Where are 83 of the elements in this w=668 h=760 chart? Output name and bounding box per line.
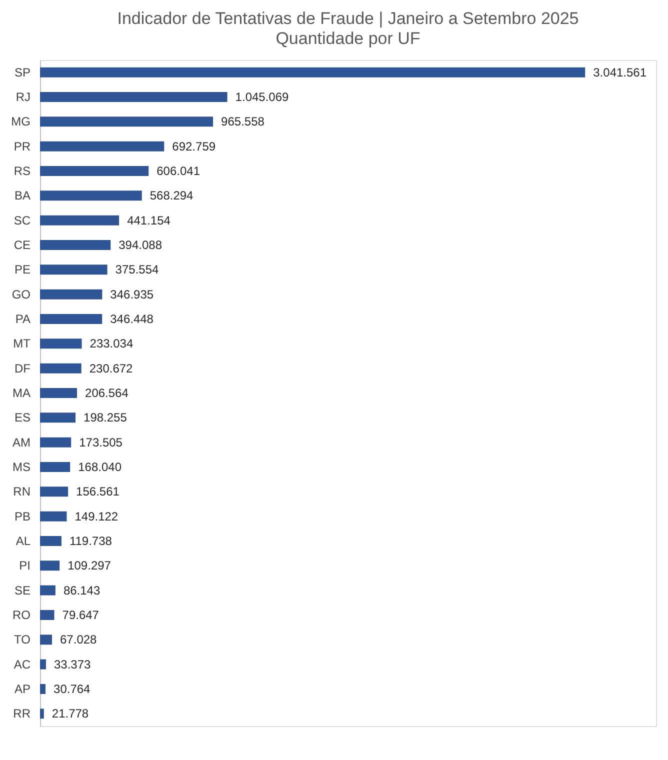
data-label: 441.154	[127, 213, 171, 228]
data-label: 67.028	[60, 632, 98, 647]
y-tick-label: PI	[19, 558, 30, 573]
y-tick-label: MG	[11, 114, 30, 129]
data-label: 30.764	[54, 682, 91, 696]
y-tick-label: RN	[13, 484, 30, 499]
bar	[40, 634, 52, 645]
y-tick-label: PE	[14, 262, 30, 277]
data-label: 375.554	[115, 262, 160, 277]
data-label: 394.088	[118, 238, 162, 252]
bar	[40, 116, 214, 127]
y-tick-label: DF	[14, 361, 30, 376]
data-label: 606.041	[156, 164, 200, 178]
y-tick-label: TO	[14, 632, 30, 647]
bar	[40, 363, 82, 374]
bar	[40, 462, 70, 472]
data-label: 198.255	[84, 410, 128, 425]
bar	[40, 536, 62, 546]
bar	[40, 166, 149, 176]
bar	[40, 264, 108, 275]
bar	[40, 314, 102, 324]
y-tick-label: SP	[14, 65, 30, 80]
bar	[40, 67, 586, 78]
data-label: 568.294	[150, 188, 194, 203]
y-tick-label: AP	[14, 682, 30, 696]
data-label: 1.045.069	[235, 90, 290, 104]
data-label: 206.564	[85, 386, 129, 400]
bar	[40, 511, 67, 522]
bar	[40, 289, 102, 300]
data-label: 168.040	[78, 460, 122, 474]
bar	[40, 610, 54, 620]
chart-title: Indicador de Tentativas de Fraude | Janeiro a Setembro 2025	[117, 9, 579, 28]
y-tick-label: PA	[15, 312, 30, 326]
bar	[40, 338, 82, 349]
y-tick-label: AC	[14, 657, 31, 672]
data-label: 79.647	[62, 608, 100, 622]
y-tick-label: MT	[13, 336, 32, 351]
data-label: 86.143	[63, 583, 100, 598]
y-tick-label: CE	[14, 238, 30, 252]
data-label: 21.778	[52, 706, 89, 721]
bar	[40, 585, 56, 596]
data-label: 965.558	[221, 114, 265, 129]
data-label: 692.759	[172, 139, 216, 154]
data-label: 233.034	[90, 336, 134, 351]
y-tick-label: MS	[12, 460, 30, 474]
data-label: 173.505	[79, 435, 123, 450]
bar	[40, 92, 228, 102]
y-tick-label: BA	[14, 188, 30, 203]
chart-subtitle: Quantidade por UF	[276, 29, 420, 48]
y-tick-label: PB	[14, 509, 30, 524]
bar	[40, 684, 46, 694]
bar	[40, 708, 44, 719]
y-tick-label: AL	[16, 534, 31, 548]
y-tick-label: RJ	[16, 90, 30, 104]
bar	[40, 388, 78, 398]
y-tick-label: GO	[12, 287, 30, 302]
y-tick-label: SC	[14, 213, 31, 228]
bar	[40, 141, 164, 152]
y-tick-label: ES	[14, 410, 30, 425]
data-label: 109.297	[68, 558, 112, 573]
y-tick-label: SE	[14, 583, 30, 598]
y-tick-label: PR	[14, 139, 31, 154]
y-tick-label: RR	[13, 706, 31, 721]
y-tick-label: AM	[12, 435, 31, 450]
data-label: 3.041.561	[593, 65, 647, 80]
data-label: 346.448	[110, 312, 154, 326]
bar	[40, 412, 76, 423]
y-tick-label: RS	[14, 164, 30, 178]
data-label: 33.373	[54, 657, 92, 672]
bar	[40, 659, 46, 670]
data-label: 119.738	[69, 534, 112, 548]
data-label: 156.561	[76, 484, 120, 499]
bar	[40, 240, 111, 250]
bar	[40, 486, 68, 497]
bar	[40, 560, 60, 571]
bar	[40, 437, 72, 448]
y-tick-label: MA	[12, 386, 30, 400]
bar	[40, 190, 142, 201]
data-label: 149.122	[74, 509, 118, 524]
y-tick-label: RO	[12, 608, 30, 622]
bar	[40, 215, 120, 226]
data-label: 346.935	[110, 287, 154, 302]
data-label: 230.672	[89, 361, 134, 376]
